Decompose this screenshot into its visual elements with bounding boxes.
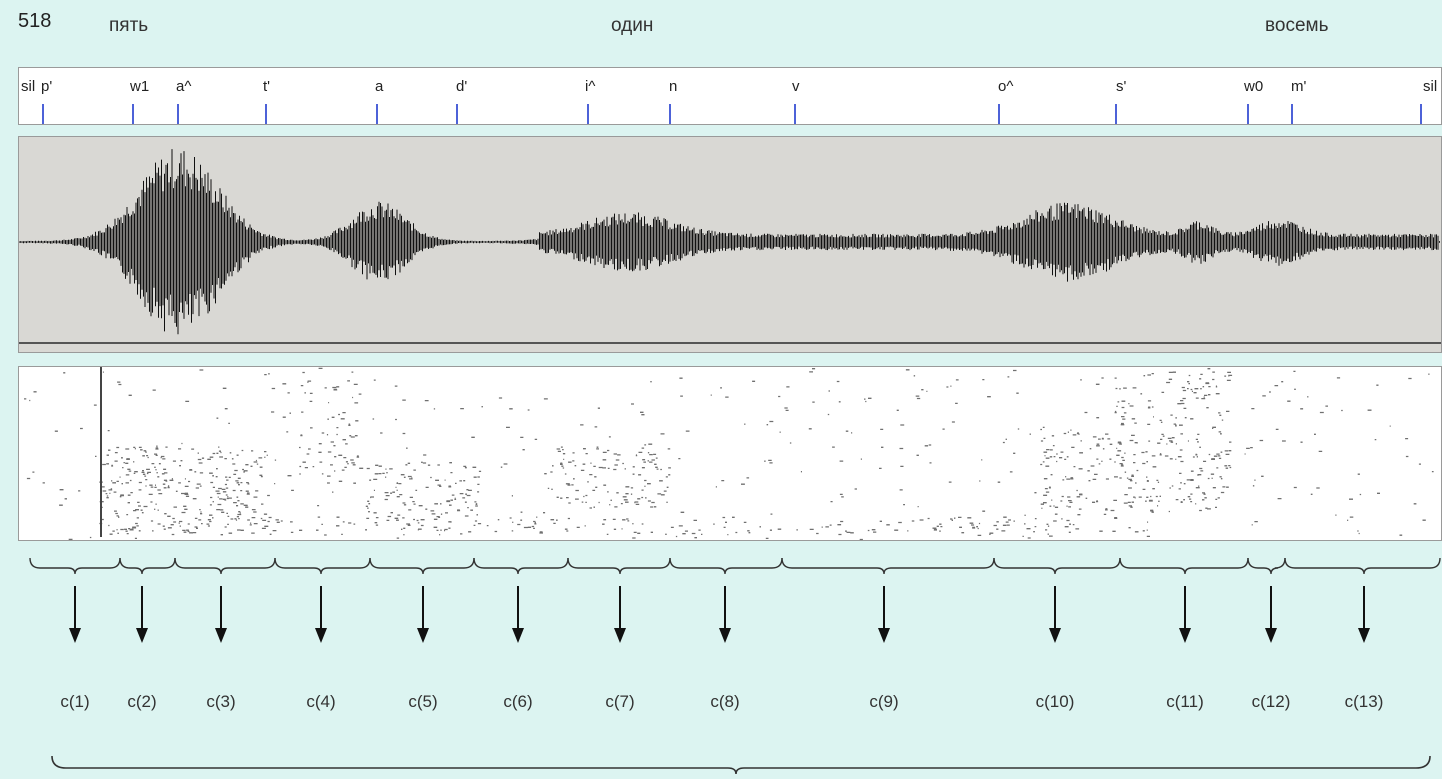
phone-label: sil — [21, 78, 36, 95]
phone-boundary-tick — [376, 104, 378, 124]
frame-brace — [567, 557, 671, 575]
phone-boundary-tick — [669, 104, 671, 124]
frame-brace — [369, 557, 475, 575]
frame-brace — [274, 557, 371, 575]
word-label-3: восемь — [1265, 15, 1329, 36]
spectrogram-svg — [24, 367, 1434, 540]
phone-boundary-tick — [42, 104, 44, 124]
frame-label: c(10) — [1035, 692, 1075, 711]
phone-boundary-tick — [1291, 104, 1293, 124]
phone-label: m' — [1291, 78, 1307, 95]
phone-label: w1 — [130, 78, 150, 95]
phone-label: n — [669, 78, 678, 95]
frame-arrow-head — [878, 628, 890, 643]
phone-label: d' — [456, 78, 468, 95]
frame-arrow-head — [512, 628, 524, 643]
frame-brace — [781, 557, 995, 575]
frame-brace — [473, 557, 569, 575]
phone-boundary-tick — [1247, 104, 1249, 124]
waveform-svg — [18, 149, 1441, 344]
frame-label: c(6) — [503, 692, 533, 711]
phone-boundary-tick — [456, 104, 458, 124]
phone-boundary-tick — [587, 104, 589, 124]
phone-label: o^ — [998, 78, 1014, 95]
phone-boundary-tick — [998, 104, 1000, 124]
waveform-trace — [18, 149, 1440, 335]
frame-label: c(11) — [1166, 692, 1204, 711]
waveform-panel — [18, 136, 1442, 353]
frame-label: c(1) — [60, 692, 90, 711]
frame-label: c(2) — [127, 692, 157, 711]
phone-boundary-tick — [1420, 104, 1422, 124]
phone-boundary-tick — [1115, 104, 1117, 124]
frame-arrow-head — [136, 628, 148, 643]
frame-arrow-head — [614, 628, 626, 643]
spectrogram-panel — [18, 366, 1442, 541]
frame-arrow-head — [1049, 628, 1061, 643]
frame-label: c(4) — [306, 692, 336, 711]
spectrogram-texture — [24, 367, 1434, 540]
phone-label: s' — [1116, 78, 1127, 95]
frame-label: c(3) — [206, 692, 236, 711]
frame-arrow-head — [1265, 628, 1277, 643]
utterance-number: 518 — [18, 10, 52, 32]
word-label-2: один — [611, 15, 654, 36]
phone-label: sil — [1423, 78, 1438, 95]
phone-label: v — [792, 78, 800, 95]
phone-boundary-tick — [177, 104, 179, 124]
frame-label: c(13) — [1344, 692, 1384, 711]
phone-label: i^ — [585, 78, 596, 95]
frame-arrow-head — [417, 628, 429, 643]
frame-label: c(7) — [605, 692, 635, 711]
frame-brace — [174, 557, 276, 575]
frame-brace — [29, 557, 121, 575]
phone-label: p' — [41, 78, 53, 95]
frame-brace — [993, 557, 1121, 575]
frame-label: c(9) — [869, 692, 899, 711]
frame-brace — [669, 557, 783, 575]
phone-boundary-tick — [265, 104, 267, 124]
phone-boundary-tick — [132, 104, 134, 124]
word-label-1: пять — [109, 15, 149, 36]
sequence-brace — [51, 755, 1431, 775]
frame-brace — [1119, 557, 1249, 575]
frame-arrow-head — [719, 628, 731, 643]
frame-brace — [119, 557, 176, 575]
frame-label: c(5) — [408, 692, 438, 711]
frame-arrow-head — [69, 628, 81, 643]
frame-arrow-head — [315, 628, 327, 643]
phone-tier: sil p' w1 a^ t' a d' i^ n v o^ s' w0 m' sil — [18, 67, 1442, 125]
frame-label: c(12) — [1251, 692, 1291, 711]
frame-arrow-head — [1358, 628, 1370, 643]
frame-brace — [1247, 557, 1286, 575]
phone-boundary-tick — [794, 104, 796, 124]
frame-arrow-head — [215, 628, 227, 643]
phone-label: a^ — [176, 78, 192, 95]
frame-brace — [1284, 557, 1441, 575]
frame-arrow-head — [1179, 628, 1191, 643]
frame-label: c(8) — [710, 692, 740, 711]
phone-label: w0 — [1244, 78, 1264, 95]
phone-label: t' — [263, 78, 271, 95]
phone-label: a — [375, 78, 384, 95]
